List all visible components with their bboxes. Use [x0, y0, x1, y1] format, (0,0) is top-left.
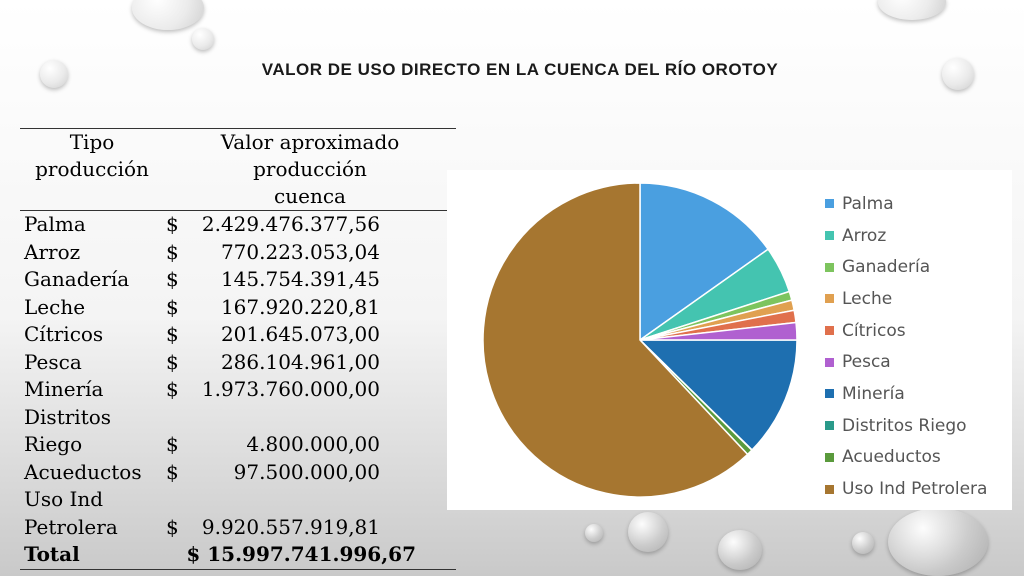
row-value: 167.920.220,81	[220, 294, 380, 319]
row-currency: $	[166, 294, 179, 319]
legend-swatch	[825, 294, 834, 304]
row-value: 201.645.073,00	[220, 322, 380, 346]
table-total-row: Total $ 15.997.741.996,67	[20, 541, 456, 569]
table-row: Minería $ 1.973.760.000,00	[20, 376, 456, 404]
row-currency: $	[166, 239, 179, 264]
water-drop	[852, 532, 874, 554]
row-name: Arroz	[24, 239, 81, 264]
production-table: Tipo producción Valor aproximado producc…	[20, 128, 456, 570]
table-row: Ganadería $ 145.754.391,45	[20, 266, 456, 294]
legend-swatch	[825, 199, 834, 209]
legend-item: Ganadería	[825, 251, 987, 283]
legend-label: Acueductos	[842, 447, 941, 468]
row-currency: $	[166, 267, 179, 291]
header-value: Valor aproximado producción cuenca	[220, 130, 400, 208]
total-value: $ 15.997.741.996,67	[186, 542, 416, 566]
row-name: Distritos Riego	[24, 404, 112, 457]
pie-slice-miner-a	[638, 339, 798, 452]
row-value: 145.754.391,45	[220, 267, 380, 291]
water-drop	[628, 512, 668, 552]
slide-title: VALOR DE USO DIRECTO EN LA CUENCA DEL RÍ…	[261, 60, 779, 79]
table-header: Tipo producción Valor aproximado producc…	[20, 128, 456, 211]
legend-label: Arroz	[842, 225, 887, 246]
legend-label: Uso Ind Petrolera	[842, 479, 988, 500]
table-row: Arroz $ 770.223.053,04	[20, 239, 456, 267]
water-drop	[718, 530, 762, 570]
legend-swatch	[825, 326, 834, 336]
row-value: 286.104.961,00	[220, 349, 380, 374]
row-name: Acueductos	[24, 459, 142, 484]
total-label: Total	[24, 542, 80, 566]
table-row: Pesca $ 286.104.961,00	[20, 349, 456, 377]
legend-swatch	[825, 357, 834, 367]
water-drop	[888, 508, 988, 576]
row-value: 97.500.000,00	[233, 459, 380, 484]
legend-label: Minería	[842, 383, 905, 404]
legend-item: Pesca	[825, 346, 987, 378]
row-currency: $	[166, 432, 179, 456]
water-drop	[942, 58, 974, 90]
pie-chart: Palma Arroz Ganadería Leche Cítricos Pesca Min…	[447, 170, 1012, 510]
row-currency: $	[166, 349, 179, 374]
legend-item: Minería	[825, 378, 987, 410]
pie-chart-svg	[482, 182, 798, 498]
table-row: Cítricos $ 201.645.073,00	[20, 321, 456, 349]
row-value: 770.223.053,04	[220, 239, 380, 264]
legend-swatch	[825, 389, 834, 399]
row-value: 4.800.000,00	[246, 432, 380, 456]
water-drop	[878, 0, 946, 20]
row-value: 2.429.476.377,56	[201, 212, 380, 236]
legend-label: Pesca	[842, 352, 891, 373]
row-name: Minería	[24, 377, 104, 401]
legend-swatch	[825, 421, 834, 431]
legend-swatch	[825, 484, 834, 494]
water-drop	[40, 60, 68, 88]
legend-item: Leche	[825, 283, 987, 315]
legend-item: Distritos Riego	[825, 410, 987, 442]
row-name: Cítricos	[24, 322, 104, 346]
row-currency: $	[166, 459, 179, 484]
water-drop	[585, 524, 603, 542]
legend-item: Arroz	[825, 220, 987, 252]
legend-swatch	[825, 231, 834, 241]
legend-label: Ganadería	[842, 257, 931, 278]
legend-item: Palma	[825, 188, 987, 220]
water-drop	[132, 0, 204, 30]
table-row: Leche $ 167.920.220,81	[20, 294, 456, 322]
row-value: 1.973.760.000,00	[201, 377, 380, 401]
row-name: Palma	[24, 212, 86, 236]
row-currency: $	[166, 514, 179, 539]
legend-item: Cítricos	[825, 315, 987, 347]
table-row: Distritos Riego $ 4.800.000,00	[20, 404, 456, 459]
legend-label: Leche	[842, 288, 893, 309]
row-name: Ganadería	[24, 267, 130, 291]
row-name: Leche	[24, 294, 86, 319]
row-value: 9.920.557.919,81	[201, 514, 380, 539]
legend-label: Palma	[842, 193, 894, 214]
water-drop	[192, 28, 214, 50]
legend-swatch	[825, 452, 834, 462]
table-row: Acueductos $ 97.500.000,00	[20, 459, 456, 487]
row-currency: $	[166, 212, 179, 236]
row-currency: $	[166, 322, 179, 346]
pie-slice-uso-ind-petrolera	[482, 182, 749, 498]
legend-label: Distritos Riego	[842, 415, 967, 436]
row-name: Uso Ind Petrolera	[24, 487, 118, 539]
pie-slice-palma	[639, 182, 770, 342]
row-currency: $	[166, 377, 179, 401]
chart-legend: Palma Arroz Ganadería Leche Cítricos Pesca Min…	[825, 188, 987, 505]
table-row: Uso Ind Petrolera $ 9.920.557.919,81	[20, 486, 456, 541]
legend-label: Cítricos	[842, 320, 906, 341]
table-row: Palma $ 2.429.476.377,56	[20, 211, 456, 239]
legend-item: Acueductos	[825, 442, 987, 474]
row-name: Pesca	[24, 349, 82, 374]
header-type: Tipo producción	[35, 130, 149, 181]
legend-swatch	[825, 262, 834, 272]
legend-item: Uso Ind Petrolera	[825, 473, 987, 505]
